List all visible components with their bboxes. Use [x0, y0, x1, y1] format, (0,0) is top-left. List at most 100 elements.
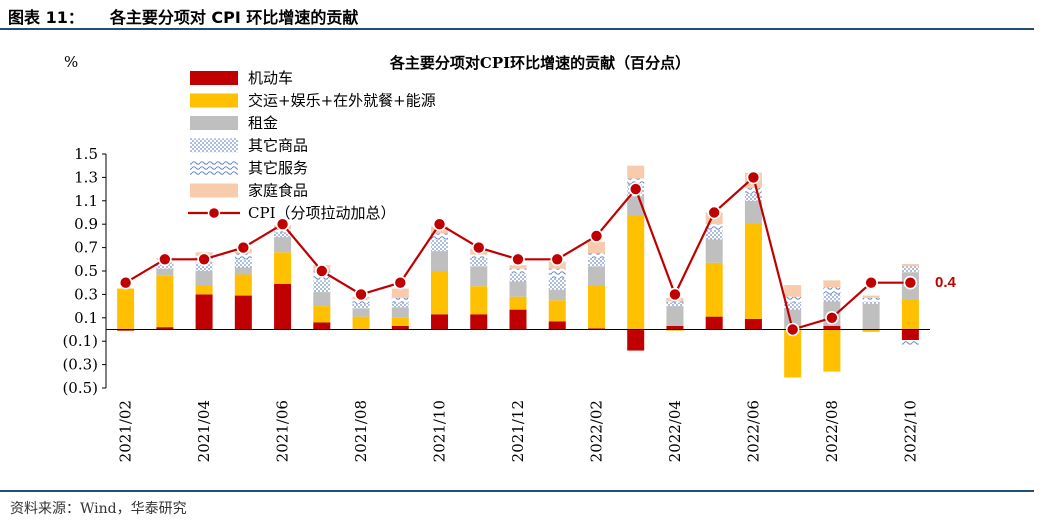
bar-segment: [548, 289, 566, 301]
bar-segment: [627, 216, 645, 330]
bar-segment: [823, 325, 841, 330]
cpi-point: [393, 275, 408, 290]
bar-segment: [744, 187, 762, 194]
bar-segment: [470, 286, 488, 315]
bar-segment: [862, 329, 880, 332]
bar-segment: [744, 223, 762, 319]
header-rule: [0, 28, 1034, 30]
bar-segment: [391, 302, 409, 308]
bar-segment: [587, 253, 605, 259]
legend-label: CPI（分项拉动加总）: [248, 204, 396, 222]
legend-swatch: [190, 138, 238, 153]
bar-segment: [901, 263, 919, 267]
bar-segment: [431, 251, 449, 271]
x-tick-label: 2022/04: [666, 400, 684, 462]
bar-segment: [823, 329, 841, 372]
bar-segment: [156, 327, 174, 330]
x-tick-label: 2021/04: [195, 400, 213, 462]
cpi-line: [118, 170, 918, 337]
bar-segment: [274, 283, 292, 330]
bar-segment: [117, 329, 135, 331]
bar-segment: [744, 318, 762, 330]
bar-segment: [823, 280, 841, 288]
bar-segment: [313, 280, 331, 293]
legend-item: CPI（分项拉动加总）: [188, 204, 396, 222]
bar-segment: [823, 287, 841, 295]
bar-segment: [391, 325, 409, 330]
y-tick-label: 1.3: [74, 168, 98, 186]
bar-segment: [705, 230, 723, 240]
cpi-point: [825, 310, 839, 325]
bar-segment: [509, 273, 527, 282]
bar-segment: [195, 285, 213, 295]
bar-segment: [391, 297, 409, 303]
bar-segment: [352, 303, 370, 309]
bar-segment: [431, 233, 449, 240]
cpi-point: [432, 217, 447, 231]
source-note: 资料来源：Wind，华泰研究: [10, 501, 187, 517]
cpi-point: [628, 182, 643, 196]
bar-segment: [234, 259, 252, 268]
legend-item: 其它商品: [190, 137, 308, 155]
cpi-point: [471, 240, 486, 255]
legend-swatch: [190, 161, 238, 175]
cpi-point: [668, 287, 682, 302]
bar-segment: [784, 302, 802, 310]
bar-segment: [117, 288, 135, 330]
bar-segment: [666, 329, 684, 331]
bar-segment: [234, 253, 252, 260]
cpi-point: [589, 229, 604, 243]
legend-swatch: [190, 93, 238, 108]
bar-segment: [509, 281, 527, 297]
legend-swatch: [190, 116, 238, 130]
figure-number: 图表 11：: [8, 8, 84, 27]
bar-segment: [431, 271, 449, 315]
bar-segment: [352, 316, 370, 330]
bar-segment: [587, 258, 605, 267]
bar-segment: [784, 285, 802, 297]
legend-item: 其它服务: [190, 159, 308, 177]
bar-segment: [587, 266, 605, 286]
bar-segment: [391, 288, 409, 298]
bar-segment: [156, 268, 174, 276]
bar-segment: [587, 285, 605, 329]
y-tick-label: (0.5): [62, 379, 98, 397]
y-tick-label: 1.5: [74, 145, 98, 163]
bar-segment: [352, 299, 370, 304]
x-axis: 2021/02 2021/04 2021/06 2021/08 2021/10 2021/…: [106, 329, 930, 462]
cpi-point: [746, 170, 761, 185]
bar-segment: [744, 200, 762, 224]
bar-segment: [862, 295, 880, 298]
bar-segment: [705, 262, 723, 317]
bar-segment: [313, 306, 331, 323]
bar-segment: [195, 294, 213, 330]
bar-segment: [313, 292, 331, 307]
bar-segment: [784, 329, 802, 378]
last-value-annotation: 0.4: [935, 274, 957, 291]
figure-header: 图表 11： 各主要分项对 CPI 环比增速的贡献: [8, 4, 358, 28]
cpi-point: [315, 264, 329, 278]
bar-segment: [823, 294, 841, 302]
legend-label: 其它商品: [248, 137, 308, 155]
bar-segment: [509, 296, 527, 310]
chart-title: 各主要分项对CPI环比增速的贡献（百分点）: [389, 54, 690, 72]
bar-segment: [470, 314, 488, 330]
bar-segment: [274, 232, 292, 238]
cpi-point: [354, 287, 368, 302]
bar-segment: [548, 278, 566, 290]
cpi-point: [275, 217, 290, 231]
bar-segment: [470, 258, 488, 267]
cpi-point: [707, 205, 721, 220]
legend-label: 租金: [248, 114, 278, 132]
bar-segment: [391, 307, 409, 318]
cpi-point: [236, 240, 251, 255]
legend-item: 机动车: [190, 69, 293, 87]
cpi-point: [550, 252, 565, 267]
bar-segment: [666, 306, 684, 326]
bar-segment: [352, 308, 370, 317]
bar-segment: [195, 271, 213, 286]
bar-segment: [784, 296, 802, 303]
legend-swatch: [190, 183, 238, 198]
bar-segment: [548, 268, 566, 279]
bar-segment: [509, 309, 527, 330]
